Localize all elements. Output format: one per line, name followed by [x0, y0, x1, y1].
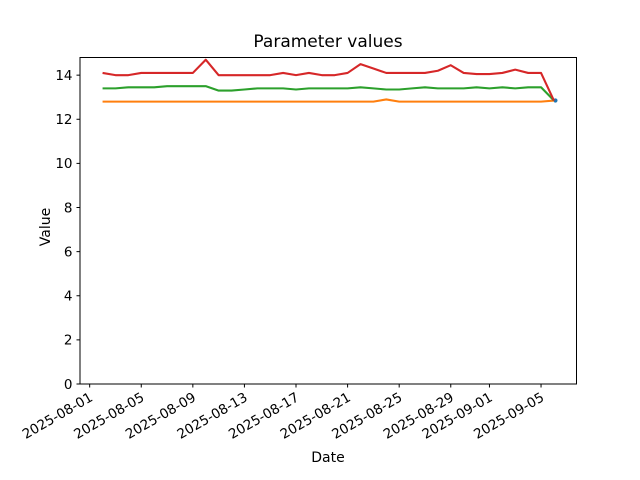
- y-tick-label: 0: [64, 377, 73, 393]
- x-axis-label: Date: [311, 450, 344, 466]
- y-axis-label: Value: [38, 208, 54, 246]
- y-tick-label: 8: [64, 200, 73, 216]
- y-tick-label: 4: [64, 289, 73, 305]
- y-tick-label: 6: [64, 244, 73, 260]
- y-tick-label: 14: [55, 68, 72, 84]
- series-orange-line: [102, 98, 555, 103]
- axes-frame: [79, 57, 577, 385]
- y-tick-label: 2: [64, 333, 73, 349]
- y-tick-label: 12: [55, 112, 72, 128]
- y-tick-label: 10: [55, 156, 72, 172]
- series-red-line: [102, 58, 555, 101]
- series-green-line: [102, 85, 555, 102]
- chart-title: Parameter values: [253, 32, 402, 52]
